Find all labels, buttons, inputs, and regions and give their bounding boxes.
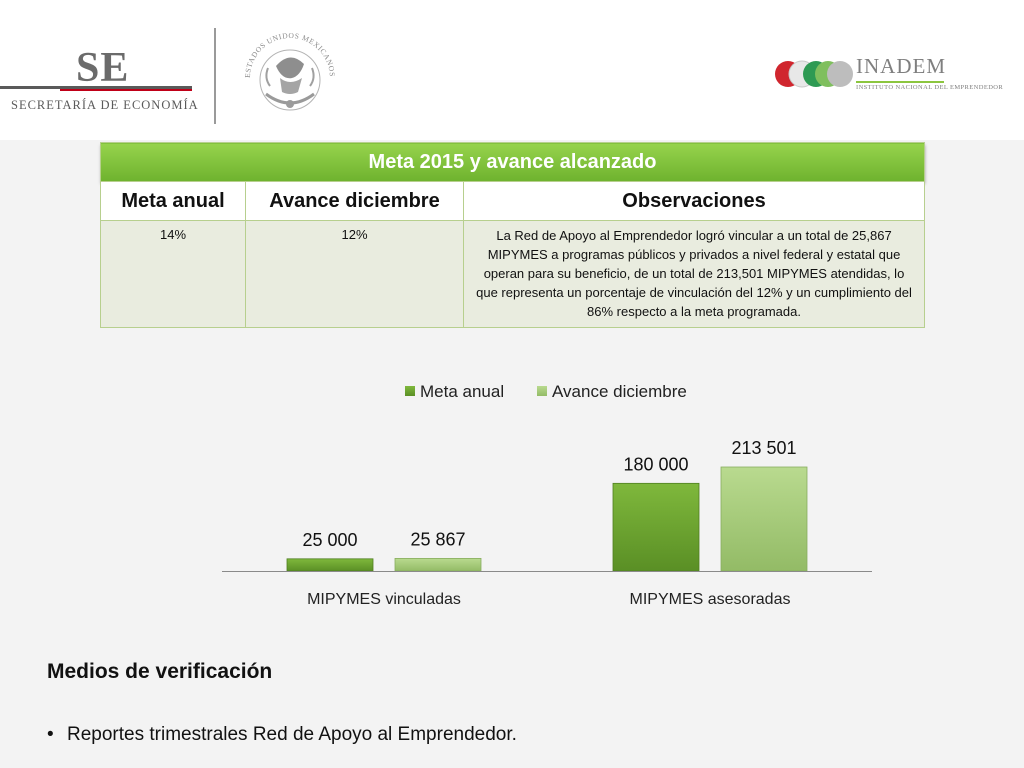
- header-avance-diciembre: Avance diciembre: [245, 181, 464, 221]
- header-band: SE SECRETARÍA DE ECONOMÍA ESTADOS UNIDOS…: [0, 0, 1024, 140]
- data-label-0-1: 180 000: [623, 454, 688, 474]
- bar-1-1: [720, 466, 808, 572]
- cell-avance-diciembre: 12%: [245, 220, 464, 328]
- bar-chart-svg: Meta anual Avance diciembre 25 000 25 867 MI…: [222, 382, 872, 608]
- se-logo-rule: [0, 86, 192, 89]
- se-logo-letters: SE: [76, 45, 130, 91]
- verification-item: • Reportes trimestrales Red de Apoyo al E…: [47, 724, 517, 746]
- inadem-circles-icon: [775, 60, 853, 88]
- inadem-rule: [856, 81, 944, 83]
- inadem-logo: INADEM INSTITUTO NACIONAL DEL EMPRENDEDO…: [770, 54, 1010, 98]
- mexican-seal-icon: ESTADOS UNIDOS MEXICANOS: [243, 31, 336, 111]
- legend-label-1: Avance diciembre: [552, 382, 687, 401]
- bar-chart: Meta anual Avance diciembre 25 000 25 867 MI…: [200, 372, 900, 622]
- legend-label-0: Meta anual: [420, 382, 504, 401]
- inadem-name: INADEM: [856, 54, 946, 78]
- bar-0-1: [612, 482, 700, 572]
- data-label-0-0: 25 000: [302, 530, 357, 550]
- data-label-1-0: 25 867: [410, 529, 465, 549]
- goal-table: Meta 2015 y avance alcanzado Meta anual …: [99, 142, 926, 328]
- legend-swatch-0: [405, 386, 415, 396]
- legend-swatch-1: [537, 386, 547, 396]
- table-row: 14% 12% La Red de Apoyo al Emprendedor l…: [100, 220, 926, 328]
- category-label-1: MIPYMES asesoradas: [630, 591, 791, 608]
- verification-item-text: Reportes trimestrales Red de Apoyo al Em…: [67, 724, 517, 745]
- cell-meta-anual: 14%: [100, 220, 246, 328]
- bullet-icon: •: [47, 724, 54, 745]
- se-logo: SE SECRETARÍA DE ECONOMÍA: [0, 36, 200, 126]
- verification-title: Medios de verificación: [47, 660, 273, 683]
- bar-0-0: [286, 558, 374, 572]
- se-logo-subtitle: SECRETARÍA DE ECONOMÍA: [11, 98, 199, 112]
- se-logo-red-rule: [60, 89, 192, 91]
- inadem-subtitle: INSTITUTO NACIONAL DEL EMPRENDEDOR: [856, 84, 1004, 91]
- table-title: Meta 2015 y avance alcanzado: [99, 142, 926, 182]
- category-label-0: MIPYMES vinculadas: [307, 591, 461, 608]
- cell-observaciones: La Red de Apoyo al Emprendedor logró vin…: [462, 220, 926, 328]
- data-label-1-1: 213 501: [731, 438, 796, 458]
- header-divider: [214, 28, 216, 124]
- header-observaciones: Observaciones: [462, 181, 926, 221]
- bar-1-0: [394, 557, 482, 572]
- header-meta-anual: Meta anual: [100, 181, 246, 221]
